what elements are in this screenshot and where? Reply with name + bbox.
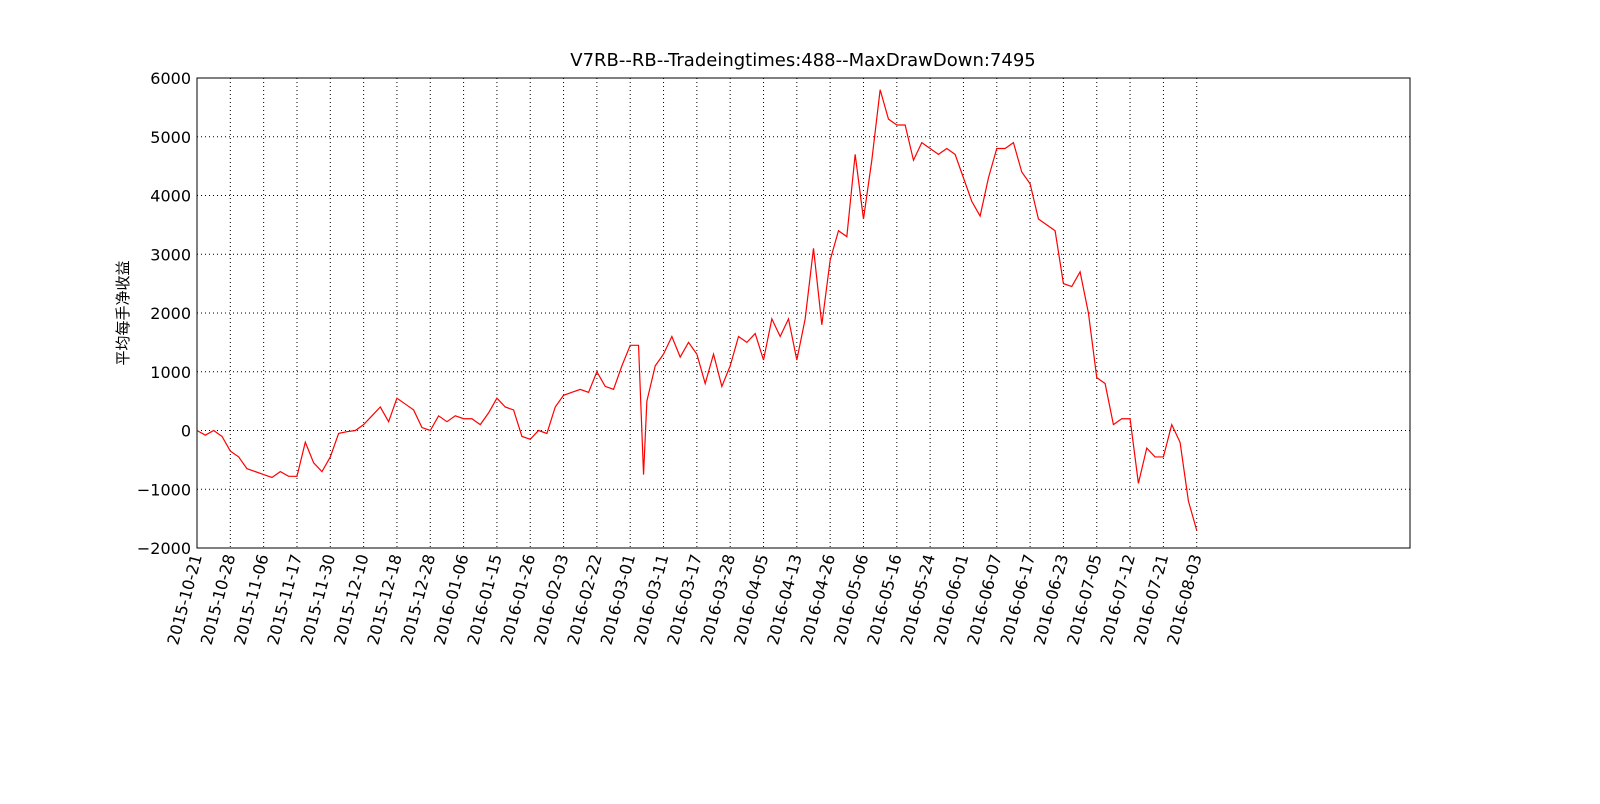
plot-frame [196,77,1411,549]
y-tick-label: 3000 [150,245,191,264]
y-tick-label: 1000 [150,363,191,382]
y-tick-label: 0 [181,422,191,441]
chart-title: V7RB--RB--Tradeingtimes:488--MaxDrawDown… [570,50,1035,71]
y-tick-label: 2000 [150,304,191,323]
y-tick-label: −1000 [137,480,191,499]
y-tick-label: 5000 [150,128,191,147]
y-tick-label: 4000 [150,187,191,206]
y-tick-label: −2000 [137,539,191,558]
y-axis-label: 平均每手净收益 [114,260,132,365]
y-tick-label: 6000 [150,69,191,88]
data-line [196,89,1198,531]
